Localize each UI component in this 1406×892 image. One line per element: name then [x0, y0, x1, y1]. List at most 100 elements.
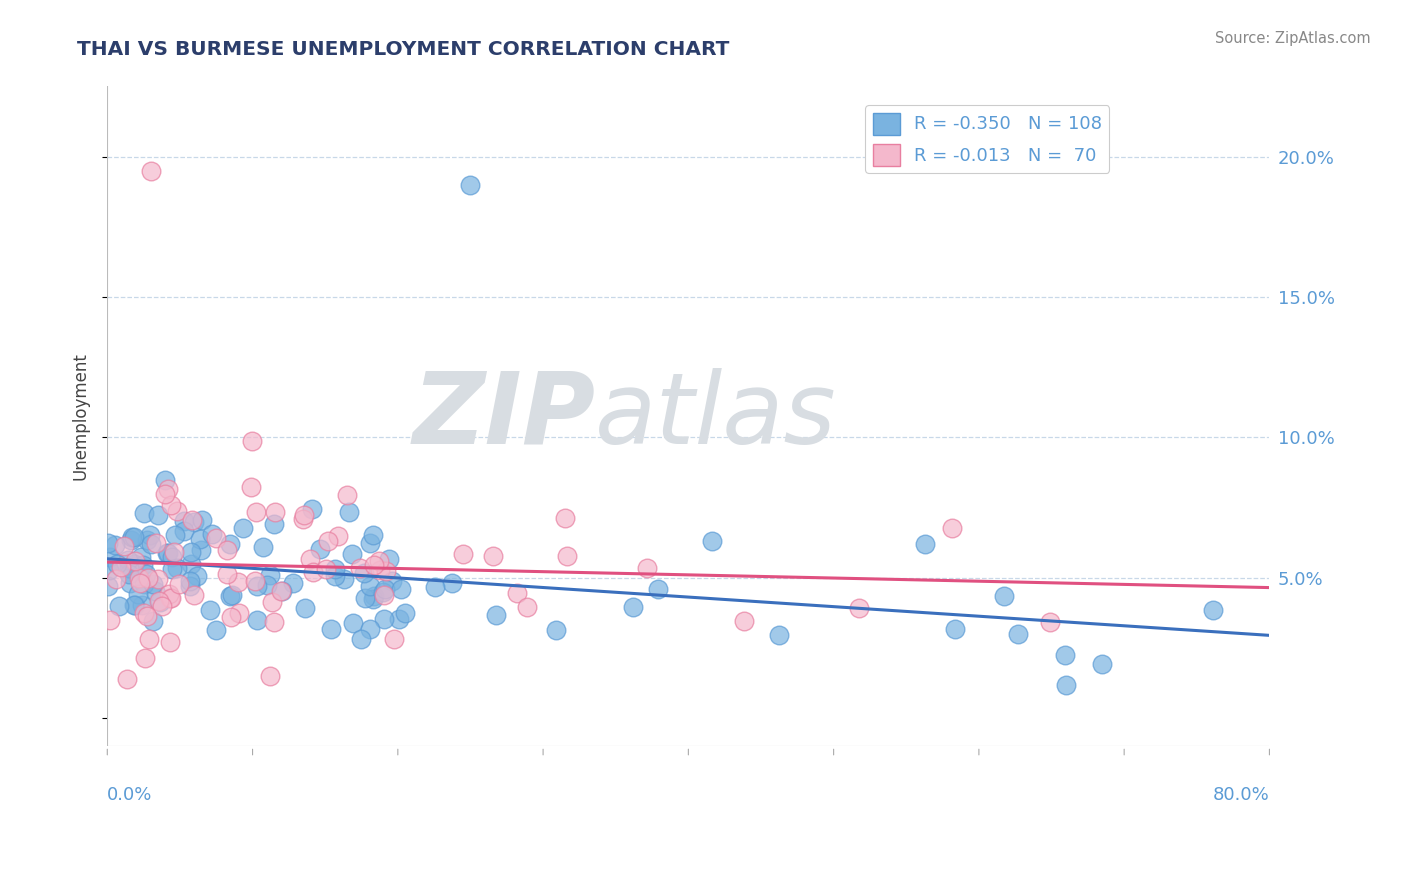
Point [228, 607, 250, 621]
Point [460, 178, 482, 192]
Point [226, 575, 249, 590]
Point [363, 589, 385, 603]
Point [122, 530, 145, 544]
Point [122, 557, 145, 571]
Point [165, 528, 187, 542]
Point [135, 566, 157, 581]
Point [139, 163, 162, 178]
Point [252, 540, 274, 554]
Text: 0.0%: 0.0% [107, 786, 153, 804]
Point [166, 504, 188, 518]
Point [482, 549, 505, 563]
Point [134, 577, 156, 591]
Point [1053, 648, 1076, 663]
Point [370, 563, 392, 577]
Point [186, 569, 208, 583]
Point [159, 634, 181, 648]
Point [160, 562, 183, 576]
Point [292, 508, 315, 523]
Point [201, 526, 224, 541]
Text: Source: ZipAtlas.com: Source: ZipAtlas.com [1215, 31, 1371, 46]
Point [136, 608, 159, 623]
Point [260, 595, 283, 609]
Point [138, 632, 160, 646]
Point [323, 568, 346, 582]
Point [124, 554, 146, 568]
Point [283, 575, 305, 590]
Point [97, 579, 120, 593]
Point [173, 514, 195, 528]
Point [146, 572, 169, 586]
Point [143, 584, 166, 599]
Point [294, 600, 316, 615]
Point [546, 623, 568, 637]
Point [440, 575, 463, 590]
Point [340, 547, 363, 561]
Point [205, 624, 228, 638]
Point [368, 554, 391, 568]
Point [136, 572, 159, 586]
Point [98, 550, 121, 565]
Point [554, 511, 576, 525]
Point [167, 577, 190, 591]
Point [359, 622, 381, 636]
Point [270, 583, 292, 598]
Point [373, 588, 395, 602]
Point [129, 549, 152, 564]
Point [124, 598, 146, 612]
Point [183, 588, 205, 602]
Point [217, 566, 239, 581]
Point [316, 533, 339, 548]
Point [301, 501, 323, 516]
Point [128, 571, 150, 585]
Point [155, 473, 177, 487]
Point [505, 586, 527, 600]
Point [323, 562, 346, 576]
Point [315, 562, 337, 576]
Point [298, 551, 321, 566]
Point [733, 615, 755, 629]
Point [120, 533, 142, 547]
Point [132, 606, 155, 620]
Point [263, 615, 285, 630]
Point [1007, 627, 1029, 641]
Point [380, 574, 402, 588]
Point [374, 582, 396, 596]
Point [1091, 657, 1114, 671]
Point [240, 480, 263, 494]
Point [160, 498, 183, 512]
Point [349, 560, 371, 574]
Point [361, 591, 384, 606]
Point [205, 531, 228, 545]
Point [768, 628, 790, 642]
Point [221, 588, 243, 602]
Point [145, 536, 167, 550]
Point [148, 594, 170, 608]
Point [112, 539, 135, 553]
Text: 80.0%: 80.0% [1213, 786, 1270, 804]
Point [122, 599, 145, 613]
Point [636, 561, 658, 575]
Point [373, 612, 395, 626]
Point [219, 589, 242, 603]
Point [183, 515, 205, 529]
Point [1039, 615, 1062, 630]
Y-axis label: Unemployment: Unemployment [72, 352, 89, 480]
Point [308, 542, 330, 557]
Point [263, 517, 285, 532]
Point [97, 536, 120, 550]
Point [110, 560, 132, 574]
Point [326, 528, 349, 542]
Point [157, 482, 180, 496]
Point [914, 537, 936, 551]
Point [270, 583, 292, 598]
Point [188, 532, 211, 546]
Point [1054, 678, 1077, 692]
Point [388, 612, 411, 626]
Point [148, 508, 170, 523]
Point [259, 669, 281, 683]
Point [160, 550, 183, 565]
Point [118, 561, 141, 575]
Point [319, 622, 342, 636]
Point [98, 613, 121, 627]
